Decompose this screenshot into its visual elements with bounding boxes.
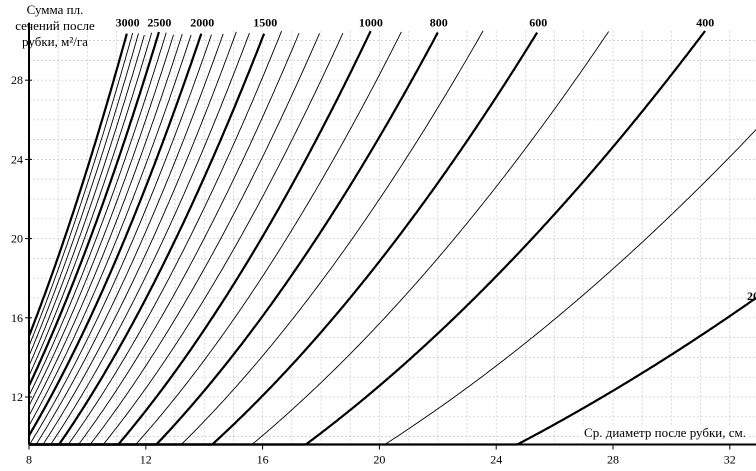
curve-n-1700 — [29, 31, 237, 445]
curve-n-2100 — [28, 34, 192, 426]
y-tick-label: 12 — [11, 390, 23, 404]
curve-label-400: 400 — [696, 16, 714, 30]
x-tick-label: 20 — [373, 453, 385, 467]
curve-n-2400 — [28, 32, 167, 396]
curve-n-200 — [29, 296, 756, 446]
curve-n-2000 — [28, 33, 203, 437]
curve-n-1800 — [29, 33, 224, 445]
curve-label-600: 600 — [529, 16, 547, 30]
curve-n-1400 — [29, 30, 283, 445]
x-tick-label: 12 — [140, 453, 152, 467]
curve-label-3000: 3000 — [116, 16, 140, 30]
curve-label-200: 200 — [747, 289, 756, 303]
y-tick-label: 16 — [11, 311, 23, 325]
x-tick-label: 8 — [26, 453, 32, 467]
curve-n-3000 — [27, 33, 128, 337]
curve-n-2300 — [28, 34, 174, 406]
x-tick-label: 32 — [724, 453, 736, 467]
curve-label-2500: 2500 — [147, 16, 171, 30]
curve-n-2800 — [28, 33, 139, 357]
curve-n-400 — [29, 30, 706, 446]
y-label-line-1: Сумма пл. — [26, 2, 84, 17]
y-label-line-3: рубки, м²/га — [22, 34, 88, 49]
curve-n-1900 — [28, 34, 212, 445]
curve-n-2600 — [28, 32, 153, 376]
y-label-line-2: сечений после — [15, 18, 95, 33]
curve-label-1500: 1500 — [253, 16, 277, 30]
x-axis-label: Ср. диаметр после рубки, см. — [582, 425, 748, 441]
x-tick-label: 28 — [607, 453, 619, 467]
y-tick-label: 20 — [11, 232, 23, 246]
y-axis-label: Сумма пл. сечений после рубки, м²/га — [0, 2, 110, 50]
curve-label-800: 800 — [430, 16, 448, 30]
curve-n-2500 — [28, 31, 160, 387]
curve-n-1500 — [29, 33, 266, 446]
curve-label-1000: 1000 — [359, 16, 383, 30]
x-tick-label: 24 — [490, 453, 502, 467]
curve-n-2200 — [28, 33, 183, 416]
curve-n-2900 — [28, 32, 134, 347]
curve-n-1600 — [29, 32, 250, 445]
y-tick-label: 28 — [11, 73, 23, 87]
curve-n-500 — [29, 31, 609, 445]
x-tick-label: 16 — [257, 453, 269, 467]
curve-n-2700 — [28, 34, 145, 367]
curve-label-2000: 2000 — [190, 16, 214, 30]
y-tick-label: 24 — [11, 152, 23, 166]
